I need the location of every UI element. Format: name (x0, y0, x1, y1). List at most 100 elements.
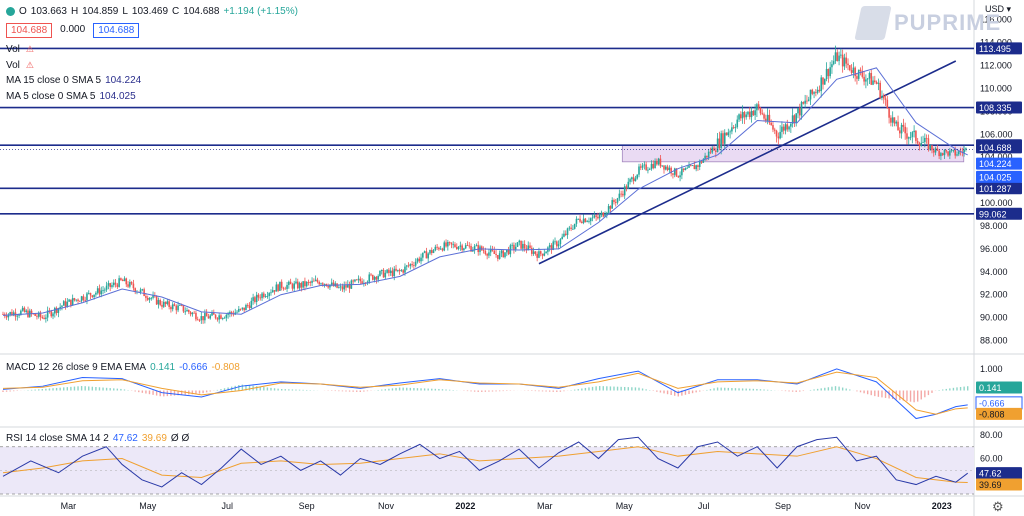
candle-body (965, 148, 967, 150)
candle-body (448, 241, 451, 243)
ma15-legend[interactable]: MA 15 close 0 SMA 5 104.224 (6, 75, 141, 86)
candle-body (872, 80, 874, 85)
candle-body (504, 252, 506, 258)
candle-body (452, 244, 454, 246)
candle-body (786, 124, 789, 130)
candle-body (466, 245, 469, 246)
candle-body (11, 312, 13, 316)
candle-body (832, 61, 835, 65)
candle-body (766, 114, 769, 121)
macd-legend[interactable]: MACD 12 26 close 9 EMA EMA 0.141 -0.666 -0.… (6, 362, 240, 373)
candle-body (514, 246, 517, 250)
candle-body (582, 218, 585, 223)
candle-body (248, 305, 251, 309)
macd-signal-value: -0.808 (211, 362, 240, 373)
candle-body (295, 281, 297, 284)
candle-body (277, 284, 279, 291)
ma5-legend[interactable]: MA 5 close 0 SMA 5 104.025 (6, 91, 136, 102)
price-tick-label: 98.000 (980, 221, 1008, 231)
gear-icon[interactable]: ⚙ (992, 499, 1004, 514)
candle-body (500, 250, 503, 254)
candle-body (575, 218, 578, 224)
candle-body (304, 281, 306, 287)
candle-body (405, 265, 408, 267)
candle-body (834, 52, 837, 62)
candle-body (86, 293, 88, 301)
candle-body (152, 295, 154, 298)
ma15-price-label-bg (976, 157, 1022, 170)
candle-body (121, 280, 124, 282)
macd-line-label-bg (976, 396, 1022, 409)
candle-body (772, 125, 774, 130)
candle-body (779, 131, 781, 139)
candle-body (87, 292, 90, 294)
candle-body (250, 300, 253, 309)
candle-body (411, 264, 413, 266)
candle-body (523, 243, 526, 249)
price-tick-label: 116.000 (980, 15, 1012, 25)
candle-body (550, 245, 553, 251)
candle-body (809, 89, 812, 100)
candle-body (339, 286, 342, 288)
time-tick-label: Jul (698, 501, 710, 511)
candle-body (170, 306, 172, 310)
ask-price-box[interactable]: 104.688 (93, 23, 140, 38)
candle-body (321, 283, 324, 285)
candle-body (911, 132, 914, 137)
candle-body (329, 284, 331, 288)
candle-body (815, 92, 817, 93)
candle-body (625, 186, 628, 189)
candle-body (402, 270, 404, 273)
candle-body (397, 269, 399, 271)
candle-body (386, 269, 388, 273)
candle-body (345, 285, 347, 288)
candle-body (543, 253, 546, 256)
candle-body (93, 294, 95, 298)
candle-body (436, 246, 438, 248)
candle-body (672, 173, 674, 175)
candle-body (420, 257, 422, 262)
candle-body (659, 158, 662, 167)
candle-body (931, 145, 933, 151)
candle-body (691, 165, 694, 167)
candle-body (661, 165, 664, 167)
macd-signal-label-bg (976, 407, 1022, 420)
macd-label: MACD 12 26 close 9 EMA EMA (6, 362, 147, 373)
candle-body (893, 117, 896, 124)
time-tick-label: Jul (221, 501, 233, 511)
candle-body (273, 290, 276, 292)
candle-body (902, 124, 905, 127)
candle-body (112, 282, 115, 286)
candle-body (268, 293, 270, 296)
candle-body (793, 115, 796, 123)
candle-body (656, 160, 658, 165)
candle-body (84, 299, 86, 301)
candle-body (223, 317, 226, 319)
candle-body (963, 149, 965, 153)
candle-body (940, 153, 942, 157)
bid-price-box[interactable]: 104.688 (6, 23, 53, 38)
candle-body (518, 240, 521, 243)
candle-body (357, 278, 360, 280)
candle-body (731, 127, 733, 132)
candle-body (414, 261, 417, 266)
candle-body (668, 167, 671, 171)
candle-body (791, 115, 794, 124)
candle-body (204, 313, 206, 321)
vol-legend-2[interactable]: Vol ⚠ (6, 60, 34, 71)
rsi-legend[interactable]: RSI 14 close SMA 14 2 47.62 39.69 Ø Ø (6, 433, 189, 444)
candle-body (941, 153, 944, 156)
candle-body (675, 168, 678, 177)
candle-body (881, 95, 883, 98)
candle-body (664, 166, 667, 170)
currency-label[interactable]: USD ▾ (985, 4, 1012, 14)
candle-body (162, 301, 165, 307)
candle-body (427, 253, 429, 259)
vol-legend-1[interactable]: Vol ⚠ (6, 44, 34, 55)
candle-body (175, 305, 178, 311)
candle-body (711, 147, 714, 153)
candle-body (391, 270, 394, 277)
candle-body (454, 244, 456, 247)
candle-body (734, 127, 737, 128)
